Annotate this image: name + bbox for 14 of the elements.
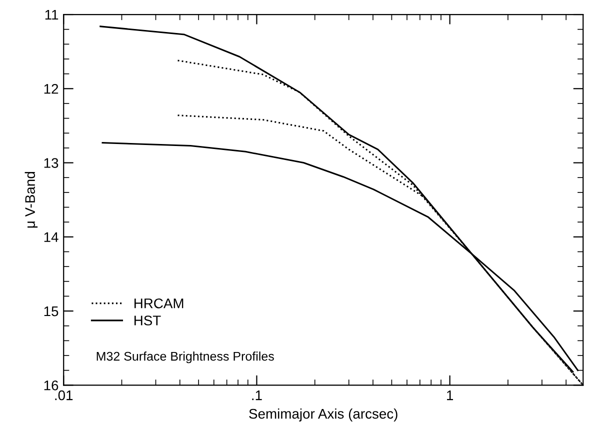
y-tick-label: 14	[44, 232, 58, 242]
x-tick-label: .01	[55, 390, 73, 400]
y-tick-label: 13	[44, 158, 58, 168]
y-tick-label: 15	[44, 306, 58, 316]
legend-label: HRCAM	[134, 298, 184, 308]
y-tick-label: 16	[44, 380, 58, 390]
y-tick-label: 12	[44, 84, 58, 94]
x-tick-label: .1	[252, 390, 262, 400]
y-tick-label: 11	[45, 10, 58, 20]
legend-label: HST	[134, 316, 161, 326]
y-axis-title: μ V-Band	[24, 172, 38, 228]
x-axis-title: Semimajor Axis (arcsec)	[249, 408, 398, 422]
x-tick-label: 1	[447, 390, 454, 400]
annotation: M32 Surface Brightness Profiles	[96, 352, 274, 364]
